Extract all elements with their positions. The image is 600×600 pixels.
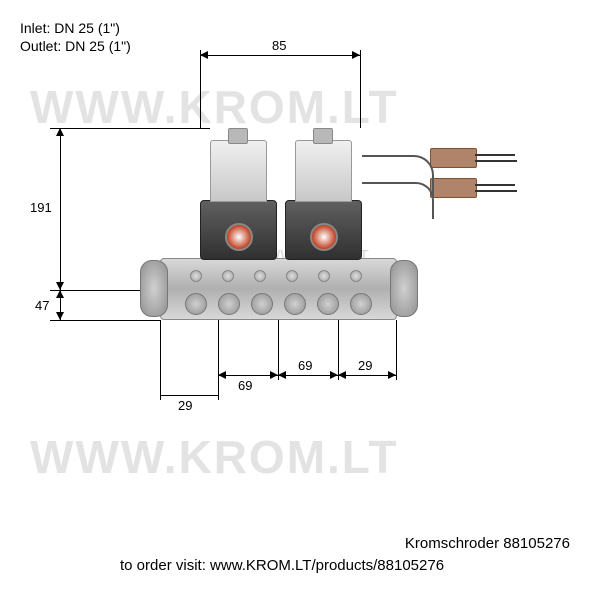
port bbox=[218, 293, 240, 315]
bolt bbox=[222, 270, 234, 282]
dim-base3: 69 bbox=[298, 358, 312, 373]
cable-1b bbox=[475, 160, 517, 162]
status-indicator-1 bbox=[225, 223, 253, 251]
connector-1 bbox=[430, 148, 477, 168]
solenoid-cap-1 bbox=[210, 140, 267, 202]
watermark-top: WWW.KROM.LT bbox=[30, 80, 399, 134]
dim-top-width: 85 bbox=[272, 38, 286, 53]
arrow bbox=[200, 51, 208, 59]
arrow bbox=[330, 371, 338, 379]
dim-ext bbox=[218, 320, 219, 400]
dim-ext bbox=[396, 320, 397, 380]
arrow bbox=[338, 371, 346, 379]
dim-ext bbox=[50, 320, 160, 321]
order-url: www.KROM.LT/products/88105276 bbox=[210, 557, 444, 574]
dim-line-base2 bbox=[218, 375, 278, 376]
arrow bbox=[218, 371, 226, 379]
port bbox=[350, 293, 372, 315]
dim-ext bbox=[360, 50, 361, 128]
bolt bbox=[350, 270, 362, 282]
arrow bbox=[56, 312, 64, 320]
dim-line-base1 bbox=[160, 395, 218, 396]
dim-ext bbox=[50, 128, 210, 129]
dim-ext bbox=[160, 320, 161, 400]
bolt bbox=[190, 270, 202, 282]
cable-1a bbox=[475, 154, 515, 156]
dim-height-lower: 47 bbox=[35, 298, 49, 313]
product-number: 88105276 bbox=[503, 535, 570, 552]
bolt bbox=[254, 270, 266, 282]
inlet-port bbox=[140, 260, 168, 317]
product-info: Kromschroder 88105276 bbox=[405, 535, 570, 552]
screw-cap-2 bbox=[313, 128, 333, 144]
diagram-container: Inlet: DN 25 (1") Outlet: DN 25 (1") WWW… bbox=[0, 0, 600, 600]
dim-line-top bbox=[200, 55, 360, 56]
port bbox=[185, 293, 207, 315]
brand: Kromschroder bbox=[405, 535, 499, 552]
outlet-label: Outlet: bbox=[20, 38, 61, 54]
dim-line-191 bbox=[60, 128, 61, 290]
order-prefix: to order visit: bbox=[120, 557, 206, 574]
wire-2 bbox=[362, 182, 434, 219]
dim-height-main: 191 bbox=[30, 200, 52, 215]
arrow bbox=[388, 371, 396, 379]
dim-base2: 69 bbox=[238, 378, 252, 393]
arrow bbox=[278, 371, 286, 379]
inlet-spec: Inlet: DN 25 (1") bbox=[20, 20, 120, 36]
arrow bbox=[352, 51, 360, 59]
dim-base4: 29 bbox=[358, 358, 372, 373]
bolt bbox=[286, 270, 298, 282]
port bbox=[251, 293, 273, 315]
bolt bbox=[318, 270, 330, 282]
arrow bbox=[270, 371, 278, 379]
arrow bbox=[56, 128, 64, 136]
status-indicator-2 bbox=[310, 223, 338, 251]
cable-2b bbox=[475, 190, 517, 192]
watermark-bottom: WWW.KROM.LT bbox=[30, 430, 399, 484]
arrow bbox=[56, 282, 64, 290]
connector-2 bbox=[430, 178, 477, 198]
port bbox=[284, 293, 306, 315]
port bbox=[317, 293, 339, 315]
dim-base1: 29 bbox=[178, 398, 192, 413]
arrow bbox=[56, 290, 64, 298]
dim-ext bbox=[200, 50, 201, 128]
inlet-value: DN 25 (1") bbox=[54, 20, 120, 36]
inlet-label: Inlet: bbox=[20, 20, 50, 36]
screw-cap-1 bbox=[228, 128, 248, 144]
outlet-port bbox=[390, 260, 418, 317]
outlet-value: DN 25 (1") bbox=[65, 38, 131, 54]
dim-line-base3 bbox=[278, 375, 338, 376]
outlet-spec: Outlet: DN 25 (1") bbox=[20, 38, 131, 54]
solenoid-cap-2 bbox=[295, 140, 352, 202]
cable-2a bbox=[475, 184, 515, 186]
order-info: to order visit: www.KROM.LT/products/881… bbox=[120, 557, 444, 574]
